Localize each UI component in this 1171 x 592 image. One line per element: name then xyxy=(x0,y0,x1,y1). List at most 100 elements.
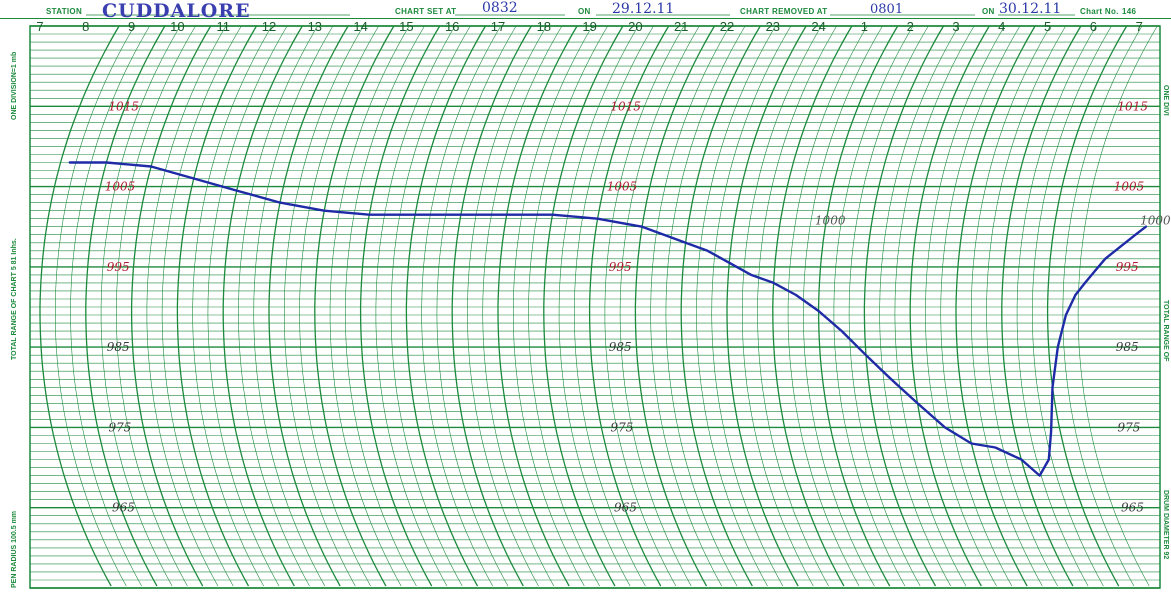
time-grid-line xyxy=(970,25,1051,587)
time-grid-line xyxy=(512,25,593,587)
x-tick-label: 4 xyxy=(998,19,1005,34)
chart-header: STATION CUDDALORE CHART SET AT 0832 ON 2… xyxy=(0,0,1171,22)
time-grid-line xyxy=(680,25,761,587)
time-grid-line xyxy=(1062,25,1143,587)
time-grid-line xyxy=(925,25,1005,587)
pressure-label: 1005 xyxy=(105,180,136,194)
series-line xyxy=(68,161,1148,477)
pressure-label: 995 xyxy=(1116,260,1139,274)
chart-removed-label: CHART REMOVED AT xyxy=(740,7,827,16)
time-grid-line xyxy=(726,25,807,587)
time-grid-line xyxy=(848,25,929,587)
pressure-label: 975 xyxy=(1117,420,1140,434)
time-grid-line xyxy=(863,25,945,587)
time-grid-line xyxy=(528,25,608,587)
time-grid-line xyxy=(894,25,975,587)
x-tick-label: 6 xyxy=(1090,19,1097,34)
time-grid-line xyxy=(588,25,670,587)
time-grid-line xyxy=(283,25,364,587)
chart-no-label: Chart No. xyxy=(1080,7,1119,16)
time-grid-line xyxy=(940,25,1021,587)
time-grid-line xyxy=(741,25,822,587)
time-grid-line xyxy=(665,25,746,587)
time-grid-line xyxy=(161,25,242,587)
time-grid-line xyxy=(634,25,716,587)
station-label: STATION xyxy=(46,7,82,16)
x-tick-label: 20 xyxy=(628,19,642,34)
time-grid-line xyxy=(451,25,532,587)
time-grid-line xyxy=(344,25,425,587)
pressure-label: 975 xyxy=(610,420,633,434)
side-label-left-top: ONE DIVISION=1 mb xyxy=(11,52,18,120)
time-grid-line xyxy=(1077,25,1158,587)
x-tick-label: 1 xyxy=(861,19,868,34)
time-grid-line xyxy=(757,25,837,587)
pressure-label: 965 xyxy=(614,501,637,515)
pressure-label: 1005 xyxy=(607,180,638,194)
time-grid-line xyxy=(817,25,899,587)
time-grid-line xyxy=(54,25,135,587)
time-grid-line xyxy=(421,25,502,587)
time-grid-line xyxy=(1046,25,1128,587)
time-grid-line xyxy=(711,25,792,587)
x-tick-label: 8 xyxy=(82,19,89,34)
hour-tick-labels: 7 8 9 10 11 12 13 14 15 16 17 18 19 20 21 22 23 24 1 2 3 4 5 6 7 xyxy=(36,19,1142,34)
x-tick-label: 17 xyxy=(491,19,505,34)
x-tick-label: 22 xyxy=(720,19,734,34)
time-grid-line xyxy=(329,25,410,587)
x-tick-label: 5 xyxy=(1044,19,1051,34)
time-grid-line xyxy=(543,25,624,587)
x-tick-label: 14 xyxy=(353,19,367,34)
time-grid-line xyxy=(238,25,318,587)
time-grid-line xyxy=(359,25,441,587)
time-grid-line xyxy=(619,25,700,587)
time-grid-line xyxy=(650,25,731,587)
x-tick-label: 21 xyxy=(674,19,688,34)
time-grid-line xyxy=(909,25,990,587)
pressure-trace xyxy=(68,161,1148,477)
time-grid-line xyxy=(879,25,960,587)
x-tick-label: 12 xyxy=(262,19,276,34)
time-grid-line xyxy=(299,25,379,587)
time-grid-line xyxy=(1032,25,1112,587)
pressure-label: 965 xyxy=(112,501,135,515)
time-grid-line xyxy=(1001,25,1082,587)
time-grid-line xyxy=(772,25,853,587)
x-tick-label: 24 xyxy=(811,19,825,34)
pressure-label: 1005 xyxy=(1114,180,1145,194)
x-tick-label: 7 xyxy=(1136,19,1143,34)
time-grid-line xyxy=(696,25,776,587)
annotation: 1000 xyxy=(815,214,846,228)
time-grid-line xyxy=(100,25,181,587)
time-grid-line xyxy=(176,25,258,587)
chart-frame xyxy=(29,25,1161,589)
time-grid-line xyxy=(833,25,914,587)
x-tick-label: 18 xyxy=(537,19,551,34)
time-grid-line xyxy=(1016,25,1097,587)
time-grid-line xyxy=(268,25,349,587)
pressure-label: 995 xyxy=(107,260,130,274)
time-grid-line xyxy=(130,25,212,587)
time-grid-line xyxy=(558,25,639,587)
x-tick-label: 7 xyxy=(36,19,43,34)
pressure-label: 995 xyxy=(609,260,632,274)
time-grid-line xyxy=(192,25,273,587)
annotation: 1000 xyxy=(1140,214,1171,228)
pressure-label: 1015 xyxy=(108,99,139,113)
time-grid-line xyxy=(467,25,547,587)
time-grid-line xyxy=(85,25,166,587)
annotations: 1000 1000 xyxy=(815,214,1171,228)
time-grid-line xyxy=(253,25,334,587)
time-grid-line xyxy=(70,25,150,587)
on-label-set: ON xyxy=(578,7,591,16)
time-grid-line xyxy=(115,25,196,587)
pressure-label: 1015 xyxy=(610,99,641,113)
pressure-label: 985 xyxy=(609,340,632,354)
station-value: CUDDALORE xyxy=(102,0,251,22)
x-tick-label: 13 xyxy=(308,19,322,34)
time-grid-line xyxy=(146,25,227,587)
on-label-removed: ON xyxy=(982,7,995,16)
time-grid-line xyxy=(573,25,654,587)
time-grid-line xyxy=(405,25,487,587)
